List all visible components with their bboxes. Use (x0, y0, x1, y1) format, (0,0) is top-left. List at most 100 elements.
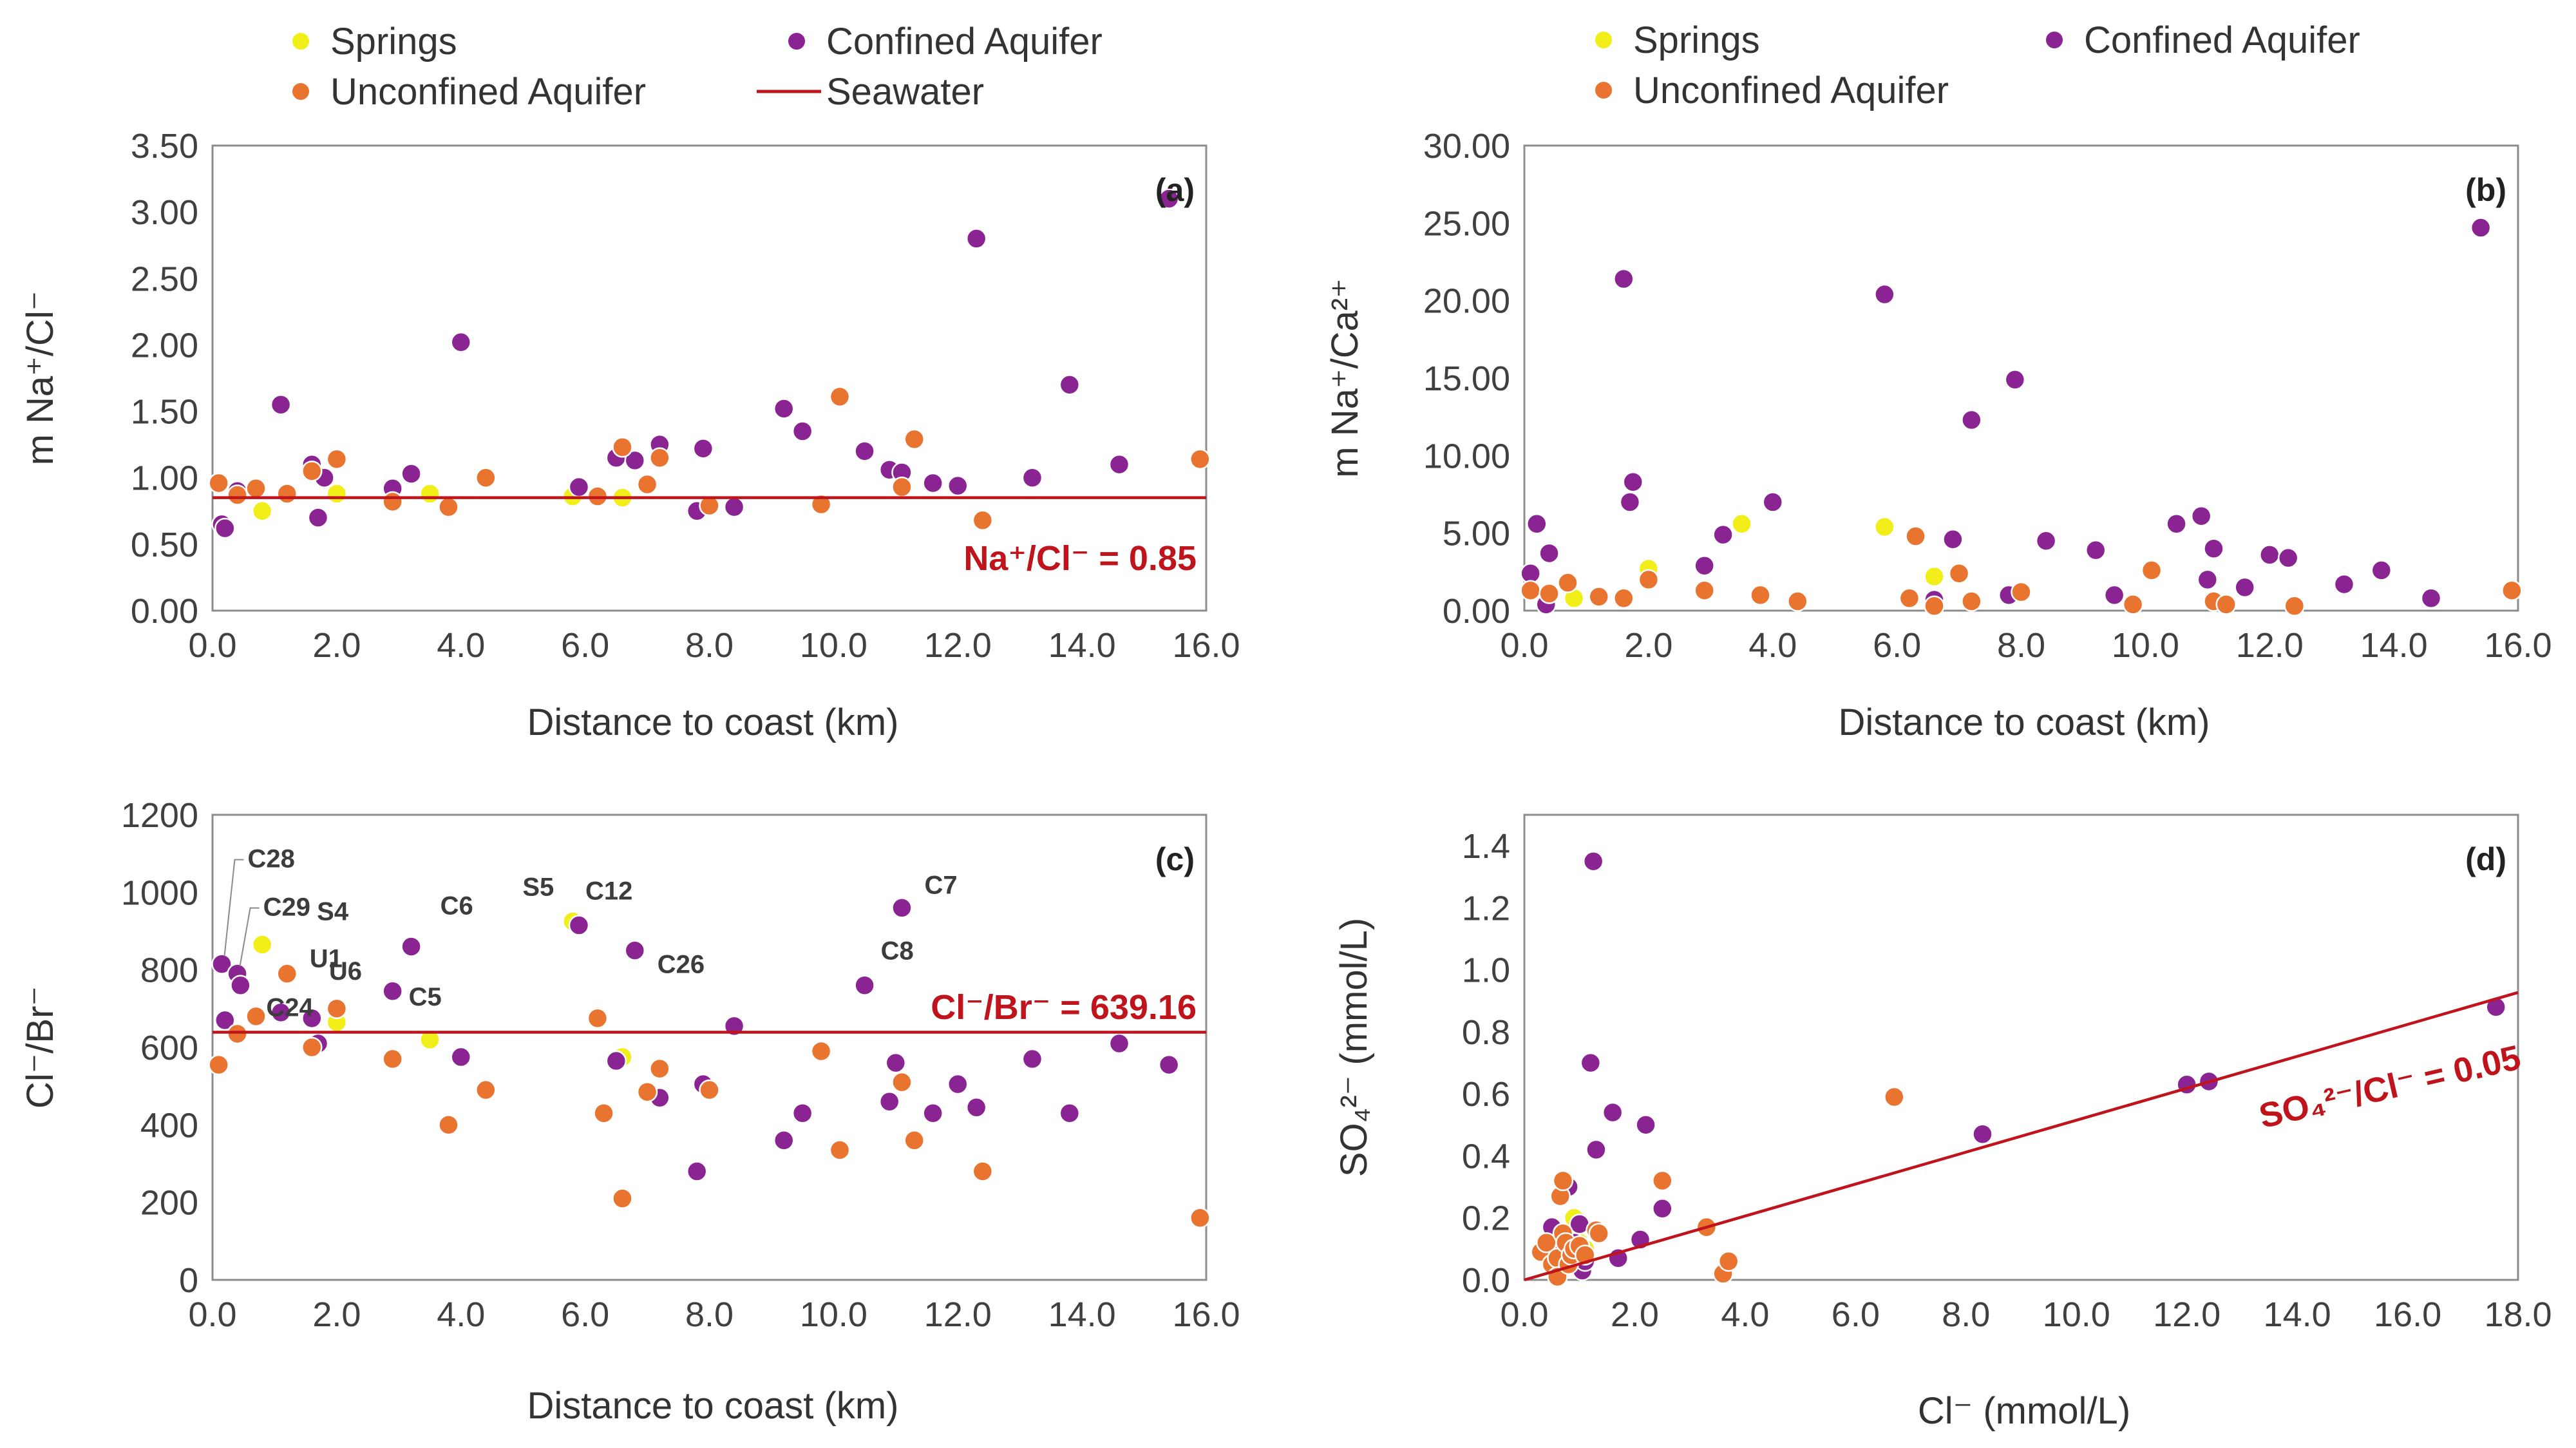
x-tick-label: 4.0 (1748, 626, 1797, 665)
data-point-unconfined (1520, 580, 1541, 601)
x-tick-label: 6.0 (561, 626, 609, 665)
y-tick-label: 0 (179, 1261, 198, 1300)
data-point-confined (947, 475, 969, 497)
seawater-reference-line (1524, 991, 2519, 1282)
data-point-unconfined (276, 483, 298, 504)
data-point-confined (214, 1009, 236, 1031)
point-label: C5 (409, 983, 442, 1011)
data-point-confined (1582, 850, 1604, 872)
data-point-confined (2371, 560, 2392, 581)
x-tick-label: 8.0 (1997, 626, 2045, 665)
data-point-confined (2259, 544, 2280, 566)
plot-frame (1523, 144, 2519, 612)
data-point-confined (1635, 1114, 1656, 1136)
data-point-unconfined (276, 963, 298, 984)
data-point-confined (2004, 369, 2026, 390)
data-point-confined (624, 450, 646, 472)
data-point-confined (1586, 1139, 1607, 1161)
data-point-unconfined (1588, 1223, 1609, 1244)
data-point-confined (2197, 569, 2219, 591)
y-tick-label: 25.00 (1423, 204, 1510, 243)
data-point-confined (401, 463, 422, 484)
data-point-unconfined (2011, 581, 2032, 603)
data-point-confined (885, 1052, 907, 1074)
y-tick-label: 200 (140, 1184, 198, 1223)
data-point-unconfined (1552, 1170, 1574, 1192)
data-point-unconfined (208, 1054, 229, 1076)
data-point-confined (2166, 513, 2187, 535)
data-point-confined (1712, 524, 1734, 546)
x-tick-label: 6.0 (1873, 626, 1921, 665)
x-tick-label: 2.0 (1624, 626, 1672, 665)
data-point-confined (605, 1050, 627, 1072)
data-point-confined (773, 398, 795, 419)
data-point-confined (1874, 283, 1895, 305)
data-point-confined (1059, 1103, 1081, 1124)
data-point-unconfined (438, 1114, 459, 1136)
y-tick-label: 15.00 (1423, 359, 1510, 398)
data-point-unconfined (1638, 569, 1660, 591)
data-point-confined (307, 507, 329, 528)
data-point-springs (419, 483, 440, 504)
y-tick-label: 3.50 (131, 127, 198, 166)
y-tick-label: 30.00 (1423, 127, 1510, 166)
data-point-confined (854, 975, 875, 996)
y-tick-label: 800 (140, 951, 198, 990)
point-label: C29 (263, 893, 310, 922)
data-point-confined (922, 472, 943, 494)
x-tick-label: 0.0 (188, 626, 236, 665)
data-point-unconfined (2501, 580, 2523, 601)
data-point-confined (947, 1073, 969, 1095)
chart-panel-d: 0.0 2.0 4.0 6.0 8.0 10.0 12.0 14.0 16.0 18.0 0.0 0.… (1333, 814, 2552, 1432)
data-point-confined (1622, 471, 1644, 493)
data-point-unconfined (1750, 584, 1771, 606)
data-point-unconfined (636, 473, 658, 495)
y-tick-label: 2.00 (131, 326, 198, 365)
axis-ticks: 0.0 2.0 4.0 6.0 8.0 10.0 12.0 14.0 16.0 0.00 5.00 1… (1423, 127, 2552, 665)
data-point-unconfined (593, 1103, 614, 1124)
data-points (1520, 217, 2523, 617)
data-point-unconfined (438, 496, 459, 518)
y-tick-label: 0.00 (131, 592, 198, 631)
point-label: S4 (317, 898, 349, 926)
point-label: C7 (924, 871, 957, 899)
x-tick-label: 16.0 (1172, 1295, 1240, 1334)
axis-ticks: 0.0 2.0 4.0 6.0 8.0 10.0 12.0 14.0 16.0 0.00 0.50 1… (131, 127, 1240, 665)
point-label: C6 (440, 892, 473, 920)
data-point-springs (1924, 566, 1945, 587)
point-labels: C28 C29 S4 U1 C24 U6 C6 C5 S5 C12 C26 C7 C8 (223, 845, 958, 1022)
plot-frame (1523, 814, 2519, 1281)
data-point-confined (211, 953, 232, 975)
x-tick-label: 2.0 (312, 626, 361, 665)
legend-springs-label: Springs (330, 21, 457, 62)
legend-seawater-label: Seawater (826, 71, 984, 113)
data-point-confined (891, 897, 913, 919)
data-point-unconfined (301, 1036, 323, 1058)
y-axis-title: m Na⁺/Cl⁻ (19, 291, 61, 466)
y-tick-label: 3.00 (131, 193, 198, 232)
point-label: C12 (585, 877, 632, 905)
data-point-unconfined (810, 493, 832, 515)
point-label: C24 (266, 994, 314, 1022)
x-tick-label: 14.0 (1048, 1295, 1116, 1334)
data-point-confined (1539, 542, 1560, 564)
data-point-unconfined (612, 1188, 633, 1209)
data-point-unconfined (699, 1079, 720, 1101)
data-point-confined (922, 1103, 943, 1124)
x-tick-label: 8.0 (685, 1295, 734, 1334)
reference-line-annotation: Na⁺/Cl⁻ = 0.85 (963, 539, 1197, 578)
data-point-confined (1108, 1033, 1130, 1054)
data-point-confined (1942, 529, 1964, 550)
data-point-confined (2234, 576, 2255, 598)
data-point-unconfined (2284, 595, 2306, 617)
x-tick-label: 10.0 (2112, 626, 2179, 665)
reference-line-annotation: Cl⁻/Br⁻ = 639.16 (931, 988, 1197, 1027)
data-point-confined (1961, 409, 1982, 431)
y-axis-title: SO₄²⁻ (mmol/L) (1333, 918, 1375, 1177)
data-point-unconfined (326, 448, 348, 470)
plot-frame (211, 144, 1208, 612)
data-point-confined (301, 1007, 323, 1029)
data-point-confined (2420, 587, 2442, 609)
data-point-confined (791, 1103, 813, 1124)
data-point-unconfined (829, 386, 851, 408)
